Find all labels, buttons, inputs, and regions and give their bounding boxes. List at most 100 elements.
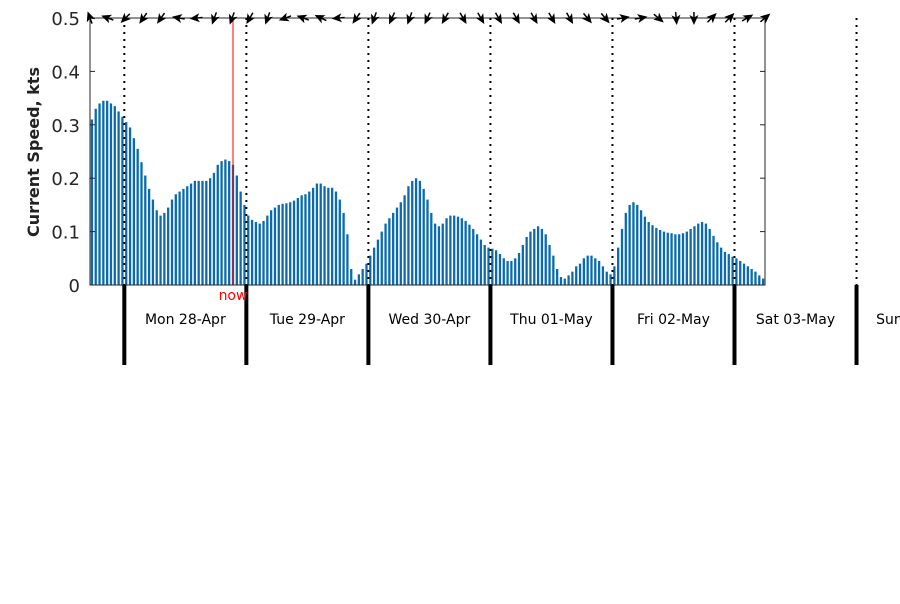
direction-arrow <box>86 11 96 24</box>
arrow-head <box>406 13 415 25</box>
bar <box>624 212 627 285</box>
bar <box>674 234 677 285</box>
bar <box>163 212 166 285</box>
arrow-head <box>441 13 451 25</box>
arrow-head <box>689 15 699 25</box>
bar <box>155 210 158 285</box>
direction-arrow <box>653 12 664 23</box>
bar <box>449 215 452 285</box>
bar <box>628 204 631 285</box>
bar <box>350 268 353 285</box>
direction-arrow <box>441 12 451 25</box>
bar <box>388 218 391 285</box>
arrow-head <box>171 14 183 23</box>
direction-arrow <box>424 12 433 25</box>
bar <box>323 186 326 285</box>
direction-arrow <box>616 14 630 23</box>
bar <box>529 231 532 285</box>
bar <box>338 199 341 285</box>
bar <box>296 197 299 285</box>
direction-arrow <box>211 12 220 25</box>
arrow-head <box>139 12 149 24</box>
bar <box>315 183 319 285</box>
direction-arrow <box>171 14 185 23</box>
direction-arrow <box>741 14 754 24</box>
direction-arrows <box>86 11 771 25</box>
y-tick-label: 0.1 <box>51 223 80 244</box>
arrow-head <box>581 12 592 24</box>
bar <box>193 180 197 285</box>
bar <box>563 278 566 285</box>
day-label: Sun 04-May <box>876 312 900 328</box>
arrow-head <box>86 11 96 23</box>
bar <box>506 260 509 285</box>
arrow-head <box>101 14 113 24</box>
direction-arrow <box>296 14 310 24</box>
bar <box>437 226 441 285</box>
now-label: now <box>219 288 248 304</box>
arrow-head <box>211 13 220 25</box>
bar <box>464 220 467 285</box>
bar <box>475 234 479 285</box>
bar <box>254 221 258 285</box>
now-marker: now <box>219 18 248 304</box>
bar <box>380 231 383 285</box>
bar <box>243 204 246 285</box>
bar <box>270 210 273 285</box>
day-label: Wed 30-Apr <box>389 312 471 328</box>
direction-arrow <box>759 13 771 24</box>
bar <box>228 161 231 285</box>
direction-arrow <box>706 13 717 24</box>
bar <box>460 218 463 285</box>
arrow-head <box>352 12 362 24</box>
bar <box>510 260 513 285</box>
arrow-head <box>671 14 681 25</box>
y-axis-label: Current Speed, kts <box>24 67 43 237</box>
arrow-head <box>546 13 556 25</box>
bar <box>514 258 517 285</box>
bar <box>319 183 322 285</box>
bar <box>445 218 448 285</box>
bar <box>258 223 261 285</box>
bar <box>239 191 242 285</box>
direction-arrow <box>581 12 592 24</box>
bar <box>395 207 399 285</box>
bar <box>689 228 692 285</box>
bar <box>372 247 376 285</box>
direction-arrow <box>493 12 503 25</box>
bar <box>662 231 666 285</box>
bar <box>453 215 456 285</box>
bar <box>556 268 559 285</box>
bar <box>605 271 608 285</box>
bar <box>430 212 433 285</box>
bar <box>250 219 254 285</box>
bar <box>178 191 181 285</box>
bar <box>205 180 208 285</box>
bar <box>353 279 357 285</box>
direction-arrow <box>331 13 345 23</box>
y-tick-label: 0.5 <box>51 9 80 30</box>
arrow-head <box>278 12 290 22</box>
bar <box>472 228 475 285</box>
bar <box>441 223 444 285</box>
bar <box>357 274 360 285</box>
y-axis: 0 0.1 0.2 0.3 0.4 0.5 <box>51 9 765 297</box>
bar <box>658 230 662 285</box>
bar <box>334 191 338 285</box>
bar <box>414 178 418 285</box>
bar <box>704 223 708 285</box>
bar <box>147 188 151 285</box>
bar <box>125 122 128 285</box>
bar <box>422 188 425 285</box>
bar <box>517 252 521 285</box>
day-label: Sat 03-May <box>756 312 835 328</box>
direction-arrow <box>189 13 203 23</box>
direction-arrow <box>314 15 327 24</box>
bar-series <box>90 100 765 286</box>
arrow-head <box>619 14 630 23</box>
bar <box>182 188 185 285</box>
arrow-head <box>493 13 503 25</box>
arrow-head <box>157 12 167 24</box>
